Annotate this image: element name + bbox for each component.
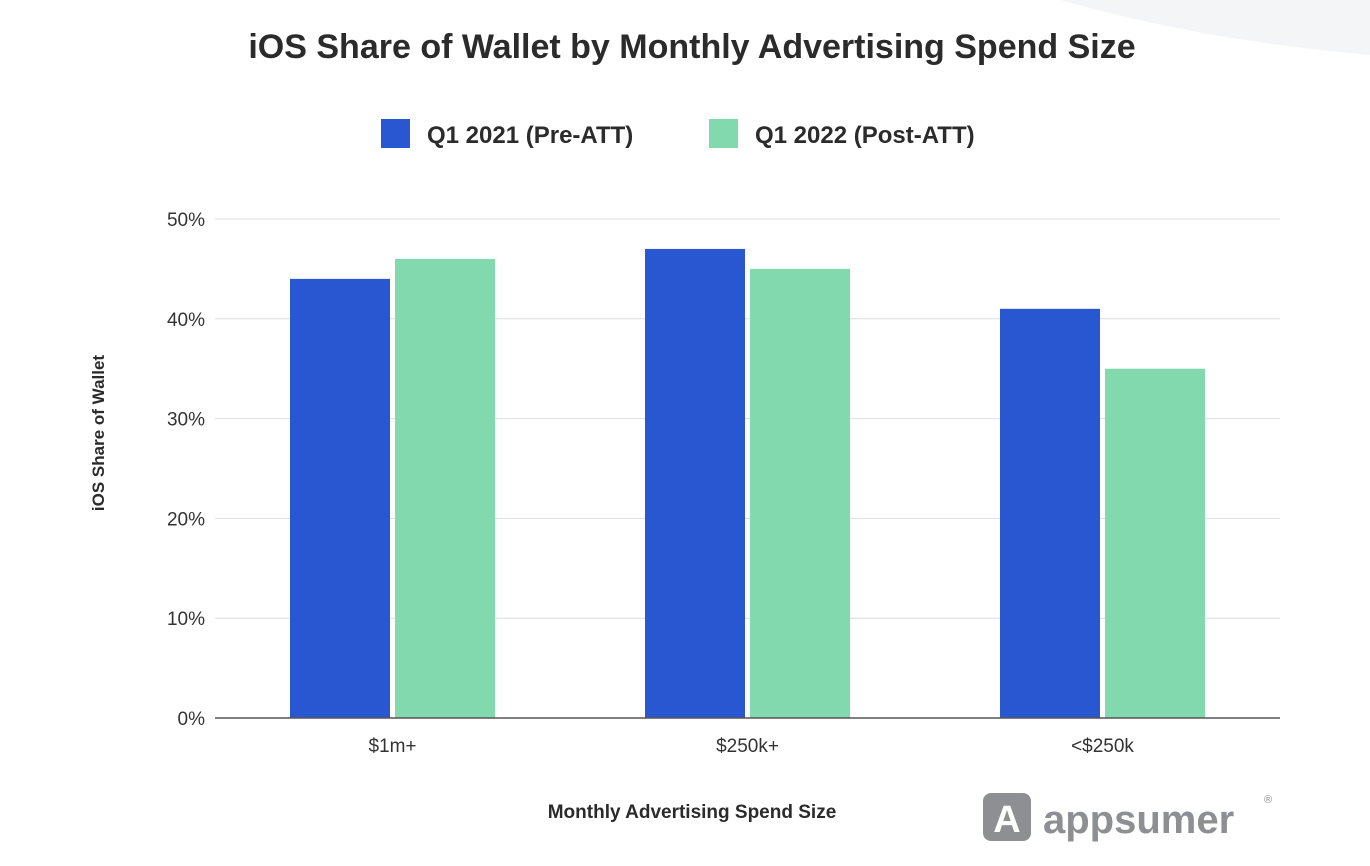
y-tick-label: 50% [167, 210, 205, 231]
y-tick-label: 0% [178, 709, 206, 730]
legend-swatch [709, 119, 738, 148]
legend-label: Q1 2022 (Post-ATT) [755, 122, 975, 149]
bar-q1-2022 [395, 258, 495, 718]
bar-q1-2021 [645, 248, 745, 718]
x-axis-ticks: $1m+ $250k+ <$250k [368, 736, 1134, 757]
gridlines [215, 218, 1280, 619]
x-axis-label: Monthly Advertising Spend Size [548, 802, 837, 823]
y-tick-label: 30% [167, 410, 205, 431]
y-tick-label: 10% [167, 609, 205, 630]
background-swoosh [1060, 0, 1370, 55]
legend: Q1 2021 (Pre-ATT) Q1 2022 (Post-ATT) [381, 119, 975, 149]
appsumer-logo-mark: A [993, 799, 1020, 841]
legend-label: Q1 2021 (Pre-ATT) [427, 122, 633, 149]
bar-q1-2021 [1000, 308, 1100, 718]
y-tick-label: 40% [167, 310, 205, 331]
bar-q1-2022 [1105, 368, 1205, 718]
legend-swatch [381, 119, 410, 148]
chart-title: iOS Share of Wallet by Monthly Advertisi… [248, 28, 1135, 66]
appsumer-logo-text: appsumer [1043, 798, 1234, 842]
x-tick-label: $250k+ [716, 736, 779, 757]
x-tick-label: $1m+ [368, 736, 416, 757]
bars [290, 248, 1205, 718]
bar-q1-2021 [290, 278, 390, 718]
x-tick-label: <$250k [1071, 736, 1134, 757]
y-tick-label: 20% [167, 509, 205, 530]
y-axis-label: iOS Share of Wallet [89, 355, 108, 512]
registered-mark: ® [1264, 794, 1272, 806]
appsumer-logo-icon [983, 793, 1031, 841]
bar-q1-2022 [750, 268, 850, 718]
y-axis-ticks: 0% 10% 20% 30% 40% 50% [167, 210, 205, 730]
appsumer-logo: A appsumer ® [983, 793, 1272, 842]
